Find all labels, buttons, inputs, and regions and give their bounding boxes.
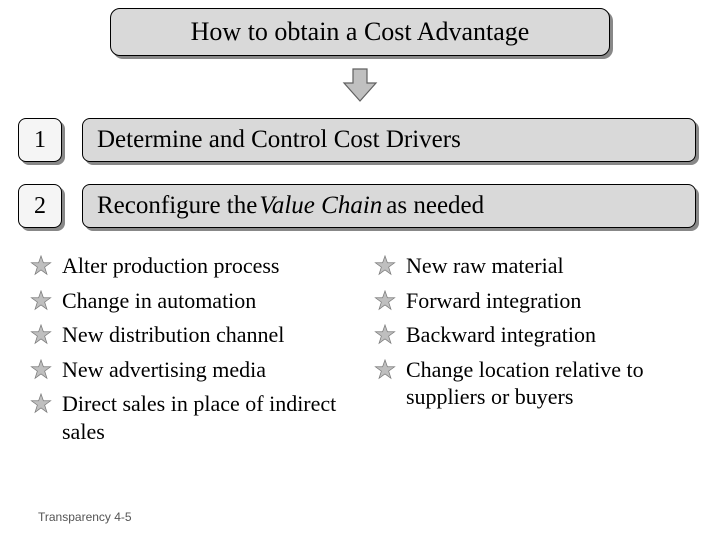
footer-text: Transparency 4-5 xyxy=(38,510,132,524)
title-box: How to obtain a Cost Advantage xyxy=(110,8,610,56)
down-arrow-icon xyxy=(340,65,380,105)
bullet-text: Alter production process xyxy=(62,252,356,280)
list-item: Forward integration xyxy=(374,287,700,315)
star-icon xyxy=(30,255,52,277)
list-item: New raw material xyxy=(374,252,700,280)
list-item: New distribution channel xyxy=(30,321,356,349)
star-icon xyxy=(374,290,396,312)
star-icon xyxy=(374,255,396,277)
star-icon xyxy=(30,324,52,346)
step-2-italic: Value Chain xyxy=(259,192,382,220)
bullet-text: Backward integration xyxy=(406,321,700,349)
list-item: Change in automation xyxy=(30,287,356,315)
bullet-text: New distribution channel xyxy=(62,321,356,349)
step-number-2-label: 2 xyxy=(34,193,46,220)
list-item: Direct sales in place of indirect sales xyxy=(30,390,356,445)
step-2-post: as needed xyxy=(386,192,484,220)
bullet-col-right: New raw material Forward integration Bac… xyxy=(374,252,700,445)
star-icon xyxy=(374,359,396,381)
step-2-pre: Reconfigure the xyxy=(97,192,257,220)
step-number-1-label: 1 xyxy=(34,127,46,154)
bullet-col-left: Alter production process Change in autom… xyxy=(30,252,356,445)
star-icon xyxy=(30,290,52,312)
star-icon xyxy=(374,324,396,346)
list-item: Backward integration xyxy=(374,321,700,349)
bullet-text: New advertising media xyxy=(62,356,356,384)
bullet-text: Change in automation xyxy=(62,287,356,315)
step-row-2: 2 Reconfigure the Value Chain as needed xyxy=(18,184,708,234)
star-icon xyxy=(30,393,52,415)
step-1-text: Determine and Control Cost Drivers xyxy=(97,126,461,154)
step-box-1: Determine and Control Cost Drivers xyxy=(82,118,696,162)
bullet-text: Change location relative to suppliers or… xyxy=(406,356,700,411)
step-number-2: 2 xyxy=(18,184,62,228)
bullet-columns: Alter production process Change in autom… xyxy=(30,252,702,445)
step-number-1: 1 xyxy=(18,118,62,162)
step-row-1: 1 Determine and Control Cost Drivers xyxy=(18,118,708,168)
list-item: New advertising media xyxy=(30,356,356,384)
bullet-text: Forward integration xyxy=(406,287,700,315)
star-icon xyxy=(30,359,52,381)
page-title: How to obtain a Cost Advantage xyxy=(191,17,530,47)
step-box-2: Reconfigure the Value Chain as needed xyxy=(82,184,696,228)
bullet-text: New raw material xyxy=(406,252,700,280)
bullet-text: Direct sales in place of indirect sales xyxy=(62,390,356,445)
list-item: Alter production process xyxy=(30,252,356,280)
list-item: Change location relative to suppliers or… xyxy=(374,356,700,411)
